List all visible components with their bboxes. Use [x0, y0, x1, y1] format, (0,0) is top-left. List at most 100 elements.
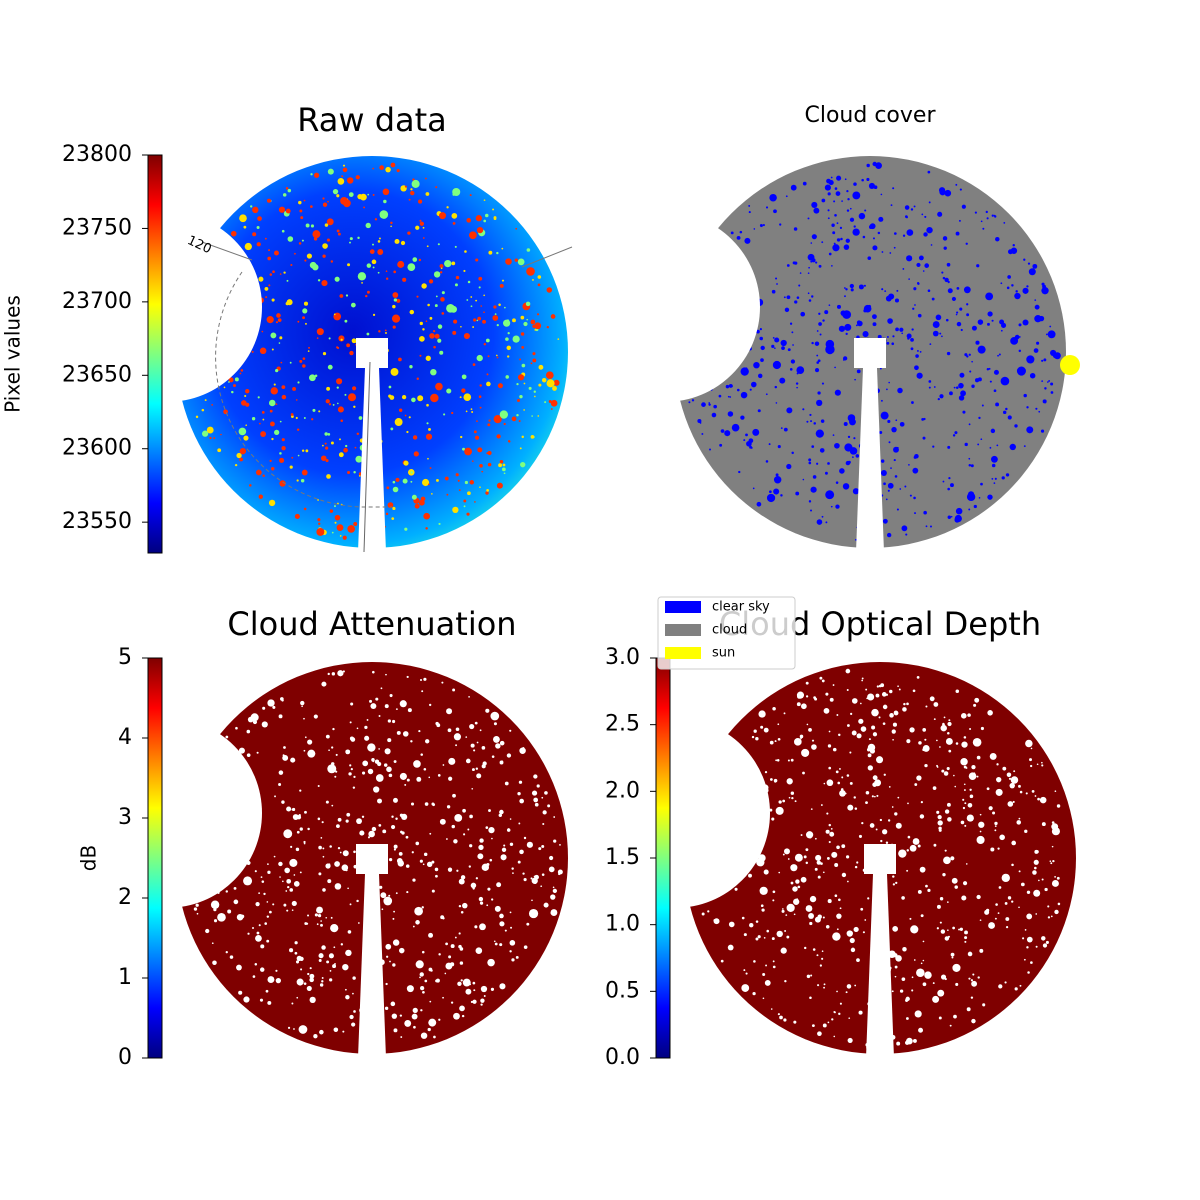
sky-dot [827, 217, 830, 220]
sky-dot [268, 249, 270, 252]
sky-dot [322, 444, 324, 447]
sky-dot [213, 908, 217, 912]
sky-dot [392, 304, 396, 309]
sky-dot [387, 738, 392, 743]
sky-dot [455, 473, 459, 477]
sky-dot [309, 977, 314, 983]
sky-dot [968, 772, 977, 780]
sky-dot [879, 367, 882, 370]
sky-dot [486, 373, 489, 376]
sky-dot [435, 186, 438, 189]
sky-dot [463, 269, 466, 273]
sky-dot [795, 879, 800, 884]
sky-dot [419, 219, 422, 222]
sky-dot [438, 522, 441, 526]
sky-dot [479, 486, 481, 489]
sky-dot [333, 313, 336, 316]
sky-dot [504, 306, 506, 309]
sky-dot [302, 364, 306, 368]
sky-dot [947, 929, 949, 931]
sky-dot [427, 457, 429, 460]
sky-dot [488, 250, 493, 255]
sky-dot [836, 714, 839, 716]
sky-dot [279, 457, 285, 463]
sky-dot [880, 193, 883, 196]
sky-dot [415, 841, 420, 846]
sky-dot [772, 360, 782, 370]
sky-dot [1004, 902, 1008, 905]
sky-dot [327, 672, 330, 676]
sky-dot [834, 187, 838, 190]
sky-dot [772, 965, 776, 969]
sky-dot [940, 929, 946, 934]
sky-dot [782, 908, 784, 910]
sky-dot [820, 419, 825, 423]
sky-dot [792, 344, 794, 346]
sky-dot [428, 1018, 437, 1027]
sky-dot [267, 1000, 272, 1005]
sky-dot [252, 926, 254, 929]
sky-dot [883, 773, 886, 776]
sky-dot [913, 496, 916, 500]
sky-dot [295, 416, 298, 420]
sky-dot [337, 846, 341, 850]
sky-dot [320, 332, 323, 335]
sky-dot [464, 480, 468, 485]
sky-dot [386, 766, 392, 773]
sky-dot [924, 763, 928, 768]
sky-dot [876, 685, 879, 688]
sky-dot [306, 253, 313, 259]
sky-dot [485, 338, 490, 343]
sky-dot [418, 199, 423, 204]
sky-dot [1051, 823, 1059, 831]
sky-dot [944, 277, 949, 283]
sky-dot [495, 354, 498, 357]
sky-dot [487, 450, 492, 456]
sky-dot [841, 200, 843, 202]
sky-dot [827, 209, 830, 212]
sky-dot [517, 399, 520, 402]
sky-dot [964, 940, 967, 943]
sky-dot [786, 407, 793, 414]
sky-dot [777, 1013, 780, 1016]
sky-dot [358, 922, 360, 924]
sky-dot [909, 494, 912, 497]
colorbar-label: Pixel values [1, 295, 25, 413]
sky-dot [538, 847, 542, 851]
sky-dot [707, 910, 710, 913]
sky-dot [273, 855, 276, 858]
sky-dot [826, 857, 830, 860]
sky-dot [944, 936, 950, 941]
sky-dot [414, 503, 420, 509]
sky-dot [947, 515, 952, 519]
sky-dot [486, 862, 490, 867]
sky-dot [933, 718, 936, 721]
sky-dot [437, 324, 443, 329]
sky-dot [979, 948, 984, 953]
sky-dot [423, 852, 428, 857]
sky-dot [816, 519, 823, 525]
sky-dot [294, 513, 300, 519]
sky-dot [404, 414, 407, 417]
sky-dot [508, 440, 511, 443]
sky-dot [896, 1041, 901, 1046]
sky-dot [289, 361, 292, 364]
sky-dot [891, 426, 897, 433]
sky-dot [336, 378, 343, 385]
sky-dot [463, 833, 466, 836]
sky-dot [470, 882, 477, 889]
sky-dot [523, 409, 525, 411]
sky-dot [496, 434, 501, 439]
sky-dot [414, 906, 423, 916]
sky-dot [261, 880, 265, 883]
sky-dot [783, 1018, 787, 1022]
sky-dot [454, 936, 457, 939]
sky-dot [901, 332, 904, 335]
sky-dot [783, 427, 788, 432]
sky-dot [347, 471, 351, 475]
sky-dot [786, 295, 791, 300]
sky-dot [777, 723, 780, 726]
sky-dot [478, 844, 484, 851]
sky-dot [756, 329, 760, 334]
